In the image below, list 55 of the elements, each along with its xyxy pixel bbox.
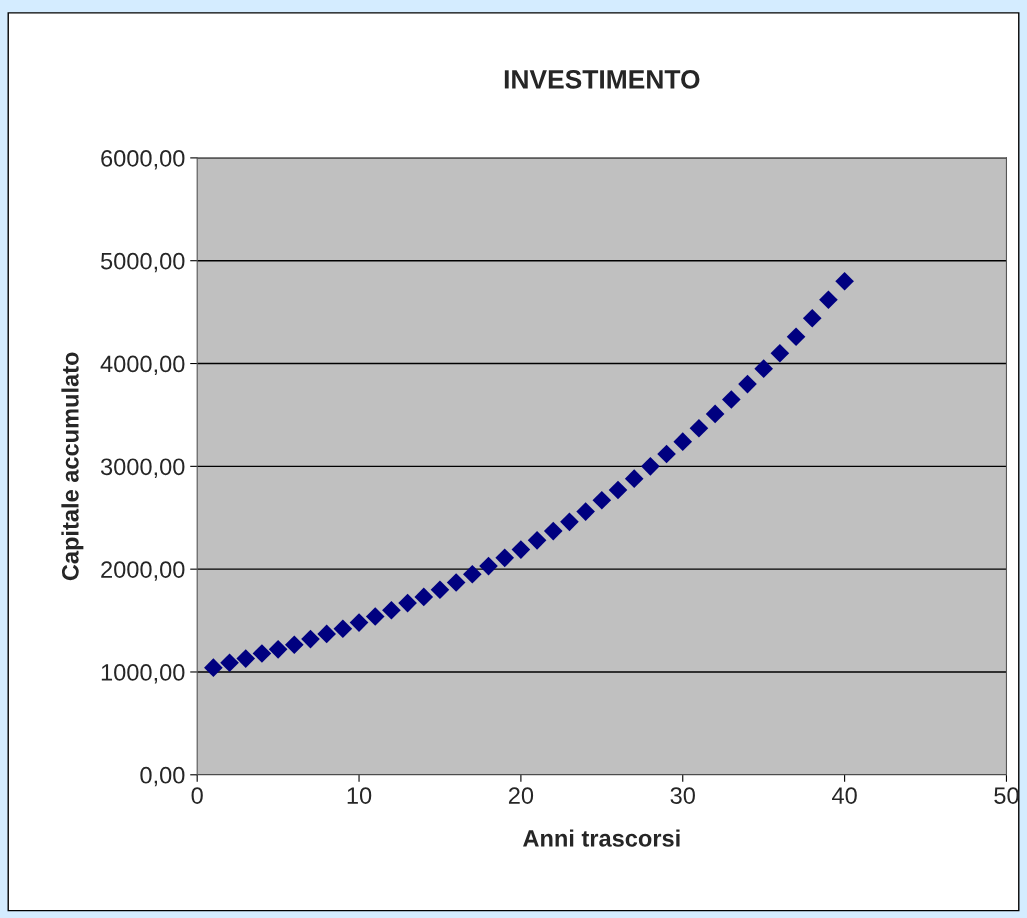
point xyxy=(268,640,288,659)
point xyxy=(673,432,693,451)
point xyxy=(527,531,547,550)
point xyxy=(657,444,676,464)
point xyxy=(301,629,320,649)
x-tick-label: 0 xyxy=(191,787,203,804)
point xyxy=(414,587,434,607)
x-tick-label: 10 xyxy=(347,787,372,804)
x-axis-title: Anni trascorsi xyxy=(523,829,680,847)
point xyxy=(754,359,773,378)
point xyxy=(721,390,741,409)
point xyxy=(770,343,790,363)
point xyxy=(624,469,644,488)
point xyxy=(204,658,223,677)
x-tick-label: 20 xyxy=(508,787,534,804)
point xyxy=(592,490,612,510)
y-tick-label: 3000,00 xyxy=(100,458,185,478)
point xyxy=(608,480,628,500)
point xyxy=(317,624,336,644)
point xyxy=(819,290,838,310)
point xyxy=(446,573,466,592)
point xyxy=(479,556,498,576)
point xyxy=(495,548,515,568)
y-tick-label: 2000,00 xyxy=(101,561,185,581)
point xyxy=(738,374,757,394)
point xyxy=(220,653,239,673)
point xyxy=(560,512,579,532)
y-tick-label: 6000,00 xyxy=(101,149,185,170)
point xyxy=(641,457,660,476)
point xyxy=(543,521,563,541)
point xyxy=(430,580,450,600)
point xyxy=(576,502,595,521)
y-tick-label: 1000,00 xyxy=(101,664,185,684)
point xyxy=(802,308,822,328)
point xyxy=(252,644,272,663)
y-tick-label: 0,00 xyxy=(140,766,185,787)
point xyxy=(236,649,256,668)
point xyxy=(705,404,725,424)
y-axis-title: Capitale accumulato xyxy=(61,352,84,581)
point xyxy=(689,418,709,438)
point xyxy=(349,613,369,632)
point xyxy=(333,619,353,639)
x-tick-label: 30 xyxy=(670,787,695,804)
x-tick-label: 40 xyxy=(832,787,857,804)
y-tick-label: 5000,00 xyxy=(100,252,185,273)
chart-title: INVESTIMENTO xyxy=(504,70,700,89)
point xyxy=(365,607,385,626)
point xyxy=(398,593,417,613)
y-tick-label: 4000,00 xyxy=(100,355,185,376)
point xyxy=(786,327,806,347)
point xyxy=(284,635,304,655)
point xyxy=(382,600,401,620)
point xyxy=(463,564,482,584)
point xyxy=(511,540,531,559)
point xyxy=(835,271,854,291)
